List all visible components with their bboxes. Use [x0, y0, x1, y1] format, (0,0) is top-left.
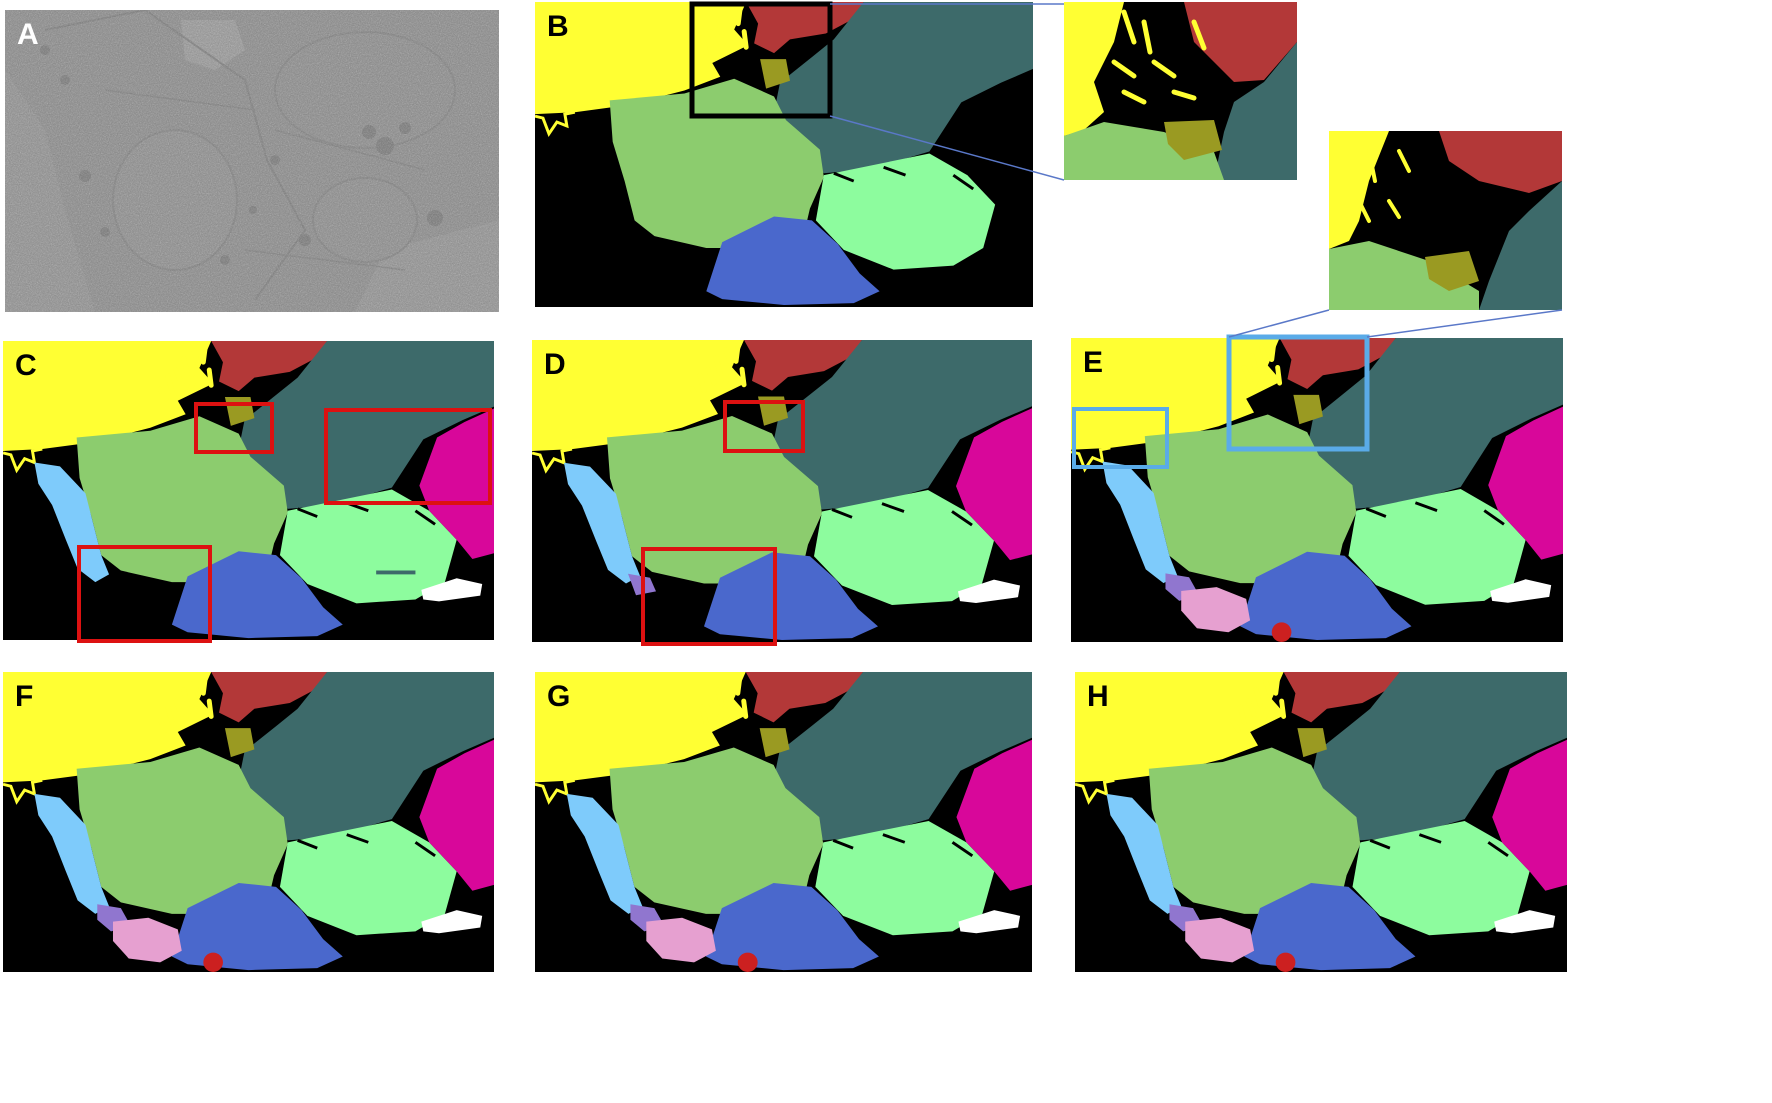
panel-label-a: A: [17, 18, 39, 51]
connector-line: [1366, 309, 1563, 338]
segmentation-map: [3, 341, 494, 640]
zoom-inset-b: [1064, 2, 1297, 180]
panel-label-g: G: [547, 680, 571, 713]
panel-label-d: D: [544, 348, 566, 381]
segmentation-map: [3, 672, 494, 972]
panel-label-h: H: [1087, 680, 1109, 713]
zoom-inset-image: [1064, 2, 1297, 180]
segmentation-map: [535, 672, 1032, 972]
panel-d: D: [532, 340, 1032, 642]
panel-label-f: F: [15, 680, 34, 713]
panel-f: F: [3, 672, 494, 972]
panel-label-c: C: [15, 349, 37, 382]
panel-a: A: [5, 10, 499, 312]
micrograph-image: [5, 10, 499, 312]
connector-line: [1228, 309, 1330, 338]
zoom-inset-e: [1329, 131, 1562, 310]
panel-label-e: E: [1083, 346, 1104, 379]
segmentation-map: [1071, 338, 1563, 642]
panel-g: G: [535, 672, 1032, 972]
panel-b: B: [535, 2, 1033, 307]
panel-c: C: [3, 341, 494, 640]
segmentation-map: [532, 340, 1032, 642]
panel-e: E: [1071, 338, 1563, 642]
segmentation-map: [535, 2, 1033, 307]
panel-h: H: [1075, 672, 1567, 972]
segmentation-map: [1075, 672, 1567, 972]
zoom-inset-image: [1329, 131, 1562, 310]
panel-label-b: B: [547, 10, 569, 43]
